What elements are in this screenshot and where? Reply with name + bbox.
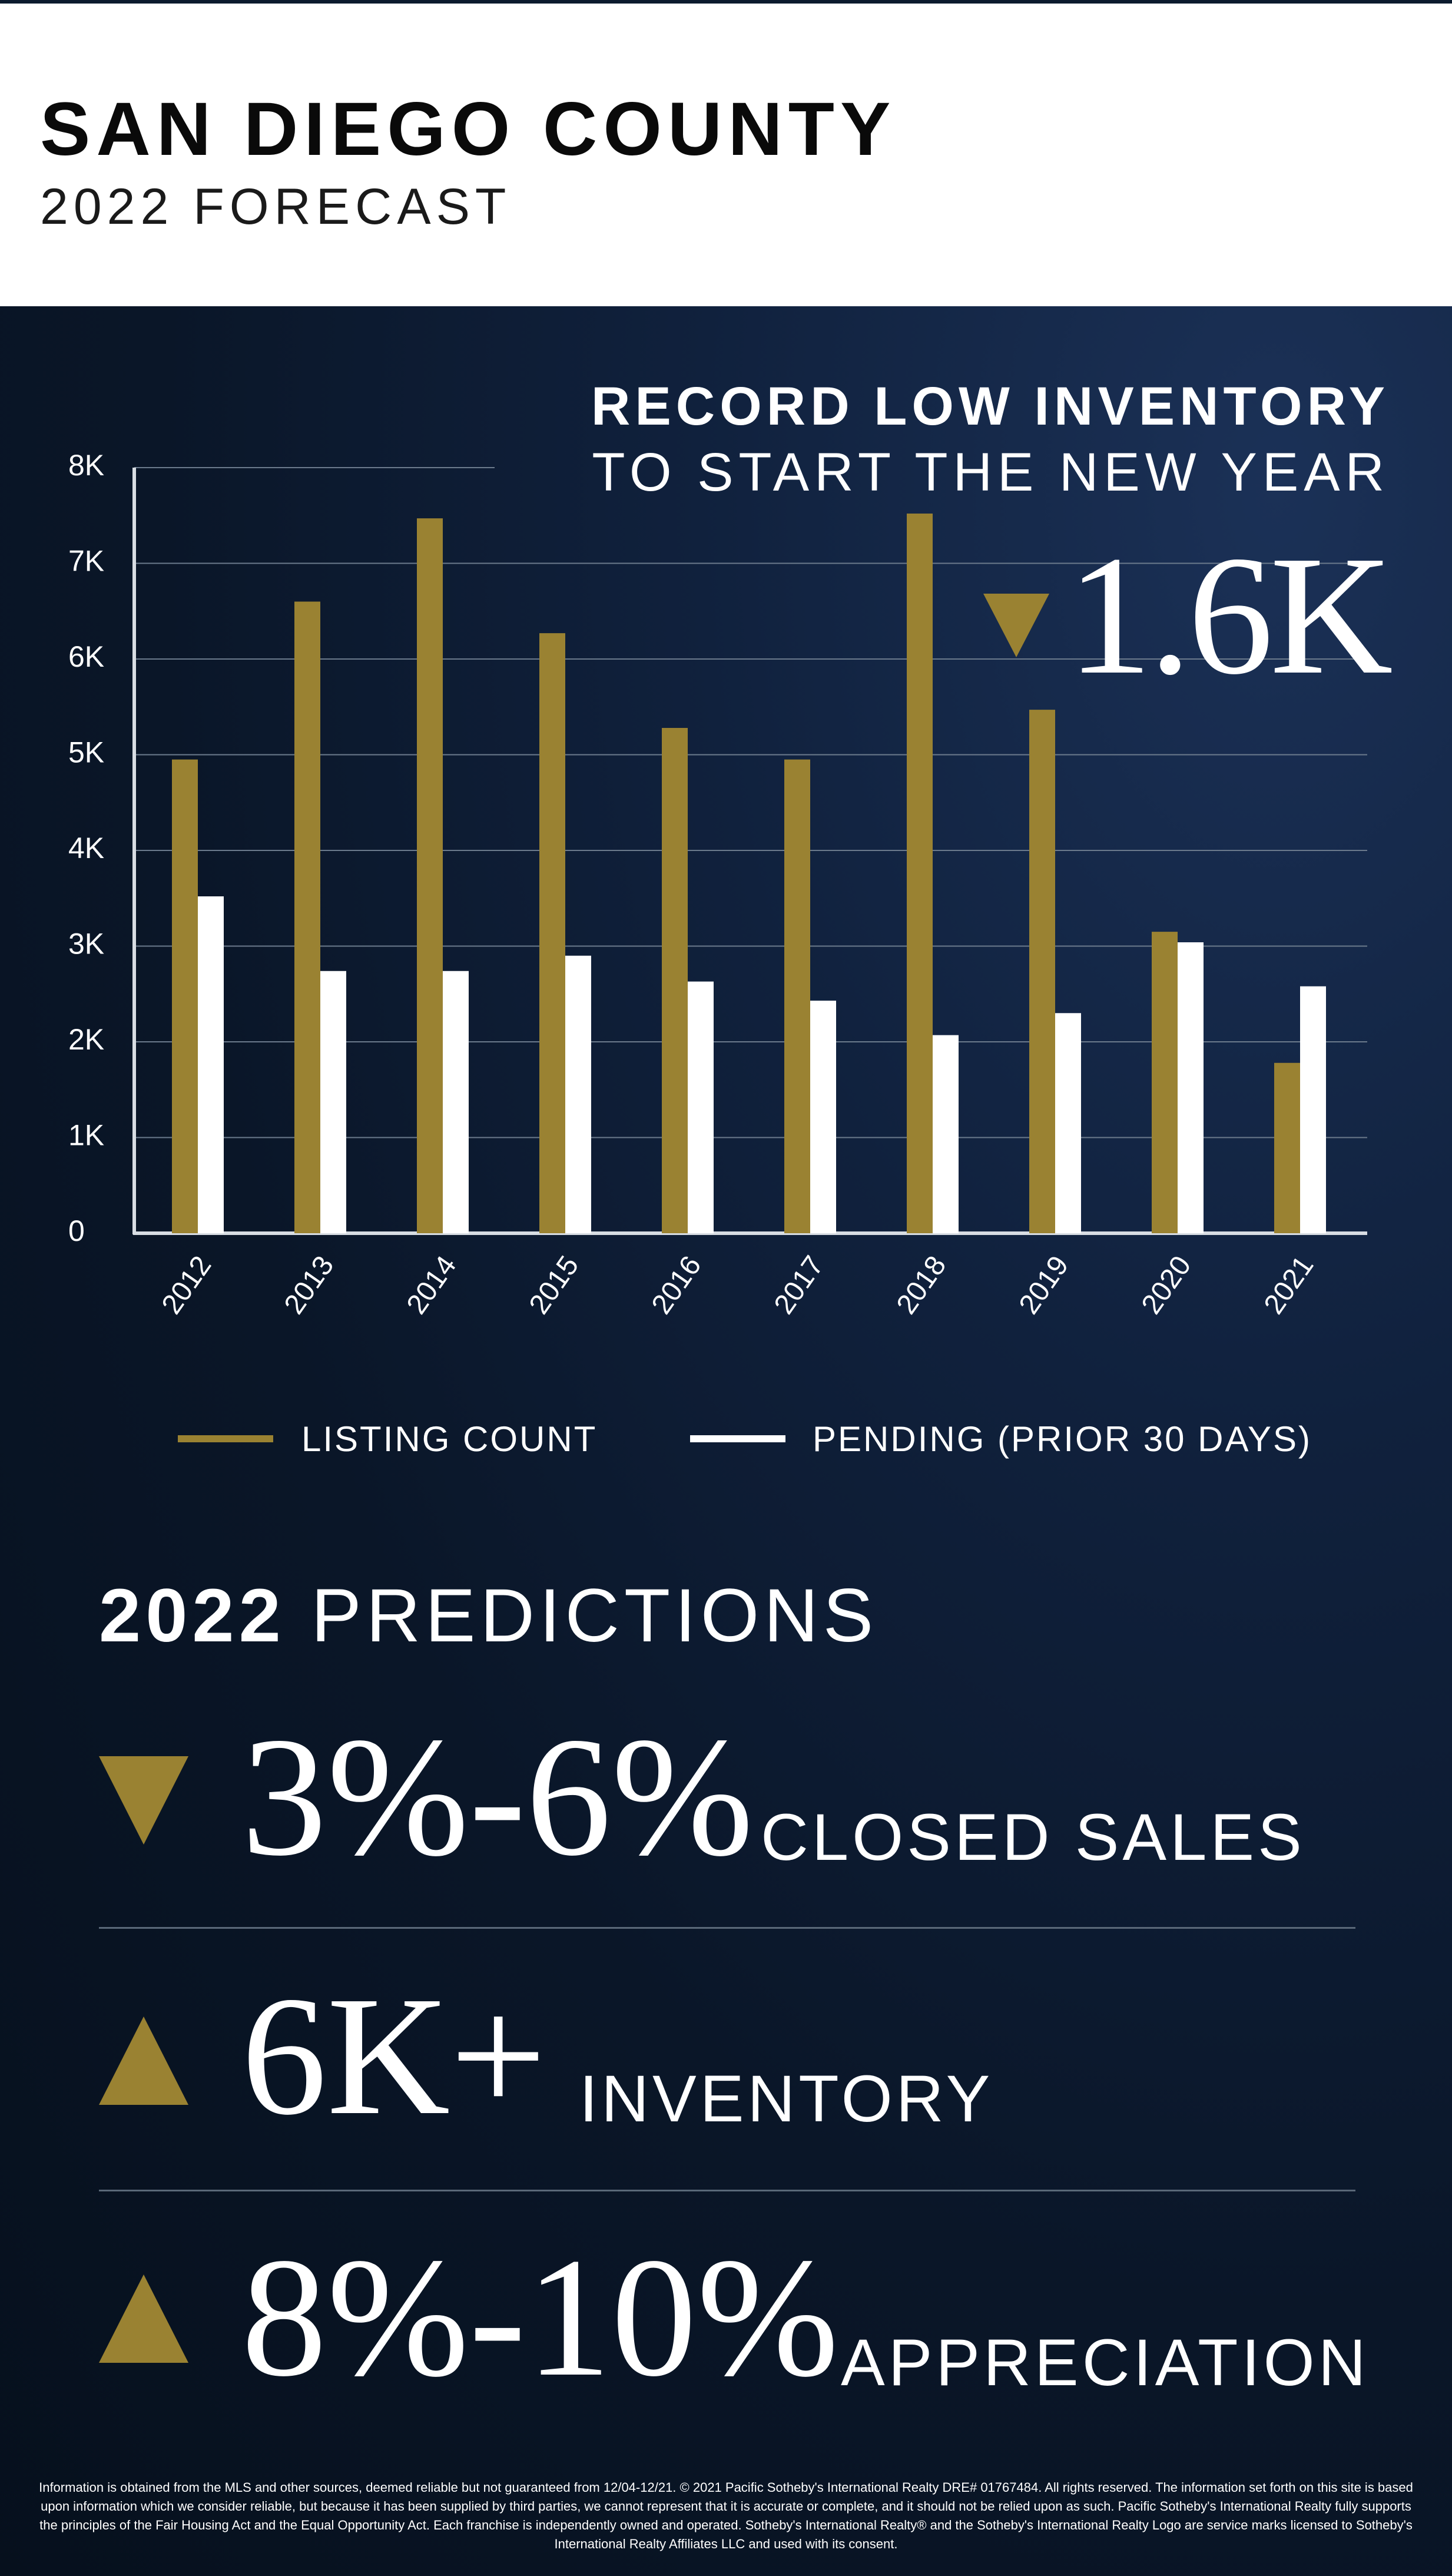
listing-count-bar	[784, 759, 810, 1233]
y-tick-label: 3K	[68, 928, 104, 961]
divider	[99, 1927, 1355, 1929]
pending-bar	[810, 1001, 836, 1233]
prediction-label-appreciation: APPRECIATION	[841, 2326, 1370, 2399]
predictions-title-text: PREDICTIONS	[285, 1574, 879, 1658]
inventory-bar-chart: 0 1K 2K 3K 4K 5K 6K 7K 8K 2012 2013 2014 2015 2016 201…	[68, 449, 1367, 1320]
x-tick-label: 2014	[401, 1250, 463, 1320]
pending-bar	[565, 955, 591, 1233]
y-tick-label: 5K	[68, 736, 104, 769]
legal-disclaimer: Information is obtained from the MLS and…	[39, 2480, 1413, 2551]
down-arrow-icon	[99, 1756, 188, 1845]
x-tick-label: 2013	[279, 1250, 340, 1320]
legend-swatch-listing	[178, 1435, 273, 1442]
x-tick-label: 2021	[1258, 1250, 1320, 1320]
pending-bar	[1055, 1013, 1081, 1233]
x-tick-label: 2012	[156, 1250, 218, 1320]
header-band: SAN DIEGO COUNTY 2022 FORECAST	[0, 0, 1452, 306]
page-title: SAN DIEGO COUNTY	[40, 87, 897, 171]
predictions-title-year: 2022	[99, 1574, 286, 1658]
listing-count-bar	[417, 518, 443, 1233]
prediction-label-inventory: INVENTORY	[579, 2062, 994, 2135]
headline-line2: TO START THE NEW YEAR	[592, 442, 1390, 502]
x-tick-label: 2015	[523, 1250, 585, 1320]
headline-line1: RECORD LOW INVENTORY	[591, 376, 1390, 436]
up-arrow-icon	[99, 2017, 188, 2105]
y-tick-label: 8K	[68, 449, 104, 482]
divider	[99, 2190, 1355, 2191]
y-tick-label: 7K	[68, 545, 104, 578]
pending-bar	[688, 981, 714, 1233]
prediction-label-closed-sales: CLOSED SALES	[761, 1800, 1305, 1874]
y-tick-label: 4K	[68, 832, 104, 865]
page-subtitle: 2022 FORECAST	[40, 178, 512, 235]
x-tick-label: 2016	[646, 1250, 708, 1320]
pending-bar	[443, 971, 469, 1233]
listing-count-bar	[539, 633, 565, 1233]
listing-count-bar	[1152, 932, 1178, 1233]
legend-label-pending: PENDING (PRIOR 30 DAYS)	[813, 1419, 1312, 1459]
pending-bar	[1178, 942, 1204, 1233]
x-tick-label: 2018	[891, 1250, 953, 1320]
down-arrow-icon	[983, 594, 1049, 657]
pending-bar	[320, 971, 346, 1233]
legend-swatch-pending	[690, 1435, 785, 1442]
predictions-title: 2022 PREDICTIONS	[99, 1578, 878, 1654]
headline-stat: 1.6K	[1067, 521, 1393, 710]
x-tick-label: 2020	[1136, 1250, 1198, 1320]
y-tick-label: 1K	[68, 1119, 104, 1152]
listing-count-bar	[662, 728, 688, 1233]
pending-bar	[933, 1035, 959, 1233]
pending-bar	[1300, 986, 1326, 1233]
prediction-value-appreciation: 8%-10%	[241, 2223, 839, 2412]
pending-bar	[198, 896, 224, 1233]
prediction-value-closed-sales: 3%-6%	[241, 1702, 754, 1891]
prediction-value-inventory: 6K+	[241, 1961, 546, 2150]
listing-count-bar	[294, 601, 320, 1233]
y-tick-label: 2K	[68, 1023, 104, 1056]
listing-count-bar	[172, 759, 198, 1233]
legend-label-listing: LISTING COUNT	[301, 1419, 598, 1459]
y-tick-label: 6K	[68, 640, 104, 673]
listing-count-bar	[1029, 710, 1055, 1233]
x-tick-label: 2017	[768, 1250, 830, 1320]
listing-count-bar	[907, 514, 933, 1233]
listing-count-bar	[1274, 1062, 1300, 1233]
up-arrow-icon	[99, 2274, 188, 2363]
x-tick-label: 2019	[1013, 1250, 1075, 1320]
y-tick-label: 0	[68, 1214, 85, 1247]
